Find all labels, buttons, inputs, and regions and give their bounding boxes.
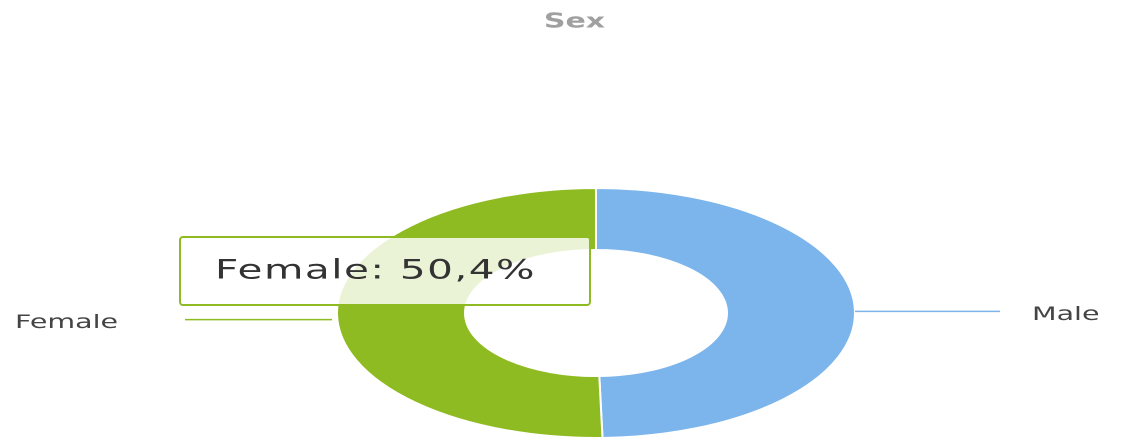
tooltip-group: Female: 50,4% — [215, 254, 536, 285]
label-group: Female — [15, 311, 118, 333]
title-group: Sex — [544, 9, 606, 33]
slice-label: Male — [1032, 303, 1100, 325]
donut-slice — [595, 186, 857, 439]
tooltip-text: Female: 50,4% — [215, 254, 536, 285]
tooltip-box — [179, 236, 591, 306]
donut-slice — [336, 186, 604, 439]
slice-label: Female — [15, 311, 118, 333]
label-group: Male — [1032, 303, 1100, 325]
chart-title: Sex — [544, 9, 606, 33]
